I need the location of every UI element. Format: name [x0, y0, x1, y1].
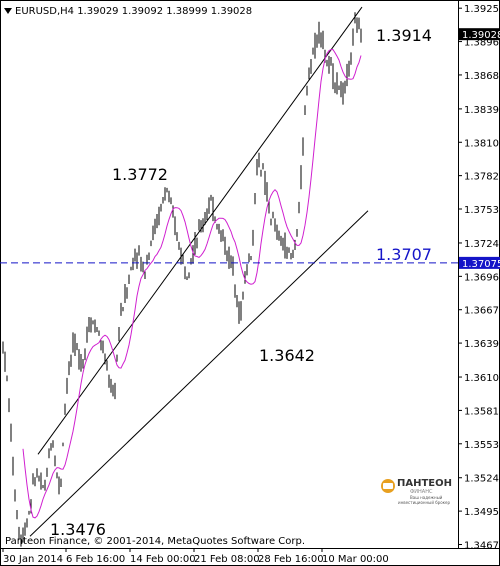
price-tick-label: 1.37535 — [464, 205, 500, 216]
price-tick-label: 1.38390 — [464, 105, 500, 116]
time-tick-label: 10 Mar 00:00 — [322, 554, 389, 565]
logo-brand: ПАНТЕОН — [397, 478, 452, 489]
channel-upper-line[interactable] — [37, 6, 363, 455]
price-tick-label: 1.39250 — [464, 4, 500, 15]
triangle-down-icon[interactable] — [4, 8, 12, 14]
time-tick-label: 28 Feb 16:00 — [258, 554, 324, 565]
time-tick-label: 21 Feb 08:00 — [194, 554, 260, 565]
channel-lower-line[interactable] — [29, 210, 369, 537]
price-tick-label: 1.35815 — [464, 406, 500, 417]
broker-logo: ПАНТЕОН ФИНАНС Ваш надежный инвестиционн… — [381, 478, 452, 505]
annotation-level: 1.3707 — [376, 245, 432, 264]
price-tick-label: 1.37820 — [464, 172, 500, 183]
level-price-label: 1.37075 — [462, 259, 500, 270]
price-tick-label: 1.37245 — [464, 239, 500, 250]
price-tick-label: 1.38965 — [464, 38, 500, 49]
price-tick-label: 1.38105 — [464, 138, 500, 149]
current-price-marker — [459, 28, 500, 41]
time-tick-label: 30 Jan 2014 — [3, 554, 63, 565]
regression-channel[interactable] — [29, 6, 369, 537]
price-tick-label: 1.34955 — [464, 507, 500, 518]
price-tick-label: 1.34670 — [464, 540, 500, 551]
annotation-low: 1.3476 — [50, 520, 106, 539]
price-tick-label: 1.36100 — [464, 373, 500, 384]
logo-sub3: инвестиционный брокер — [398, 500, 451, 505]
logo-sub1: ФИНАНС — [410, 489, 433, 495]
copyright-text: Panteon Finance, © 2001-2014, MetaQuotes… — [5, 536, 305, 547]
price-tick-label: 1.36675 — [464, 306, 500, 317]
moving-average-line — [22, 48, 362, 519]
price-axis-ticks: 1.39250 1.38965 1.38680 1.38390 1.38105 1.378… — [458, 4, 500, 551]
annotation-swing-high: 1.3772 — [112, 165, 168, 184]
price-tick-label: 1.35530 — [464, 440, 500, 451]
symbol-info: EURUSD,H4 1.39029 1.39092 1.38999 1.3902… — [15, 6, 252, 17]
annotation-swing-low: 1.3642 — [259, 346, 315, 365]
annotation-high: 1.3914 — [376, 26, 432, 45]
price-tick-label: 1.35240 — [464, 474, 500, 485]
candles-layer — [2, 12, 362, 547]
logo-sub2: Ваш надежный — [410, 495, 443, 500]
level-price-marker — [459, 256, 500, 269]
time-tick-label: 6 Feb 16:00 — [66, 554, 125, 565]
price-tick-label: 1.38680 — [464, 71, 500, 82]
time-tick-label: 14 Feb 00:00 — [130, 554, 196, 565]
price-tick-label: 1.36960 — [464, 272, 500, 283]
price-tick-label: 1.36390 — [464, 339, 500, 350]
current-price-label: 1.39028 — [462, 30, 500, 41]
